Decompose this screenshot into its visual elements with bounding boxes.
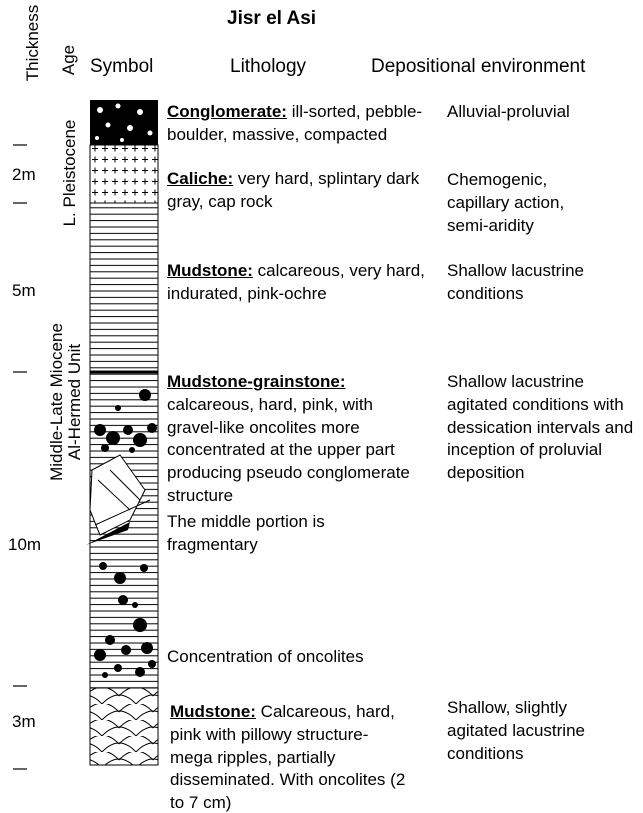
- column: [86, 100, 158, 765]
- environment: Chemogenic, capillary action, semi-aridi…: [447, 169, 607, 237]
- header-lithology: Lithology: [230, 56, 306, 79]
- thickness-ticks: [13, 145, 27, 769]
- unit-name: Caliche:: [167, 169, 233, 188]
- lithology: Mudstone-grainstone:calcareous, hard, pi…: [167, 371, 427, 508]
- environment: Alluvial-proluvial: [447, 101, 637, 124]
- lithology: Mudstone: Calcareous, hard, pink with pi…: [170, 701, 410, 813]
- note: The middle portion is fragmentary: [167, 511, 377, 557]
- age-label: Middle-Late Miocene: [47, 317, 67, 487]
- environment: Shallow lacustrine conditions: [447, 260, 627, 306]
- header-symbol: Symbol: [90, 56, 153, 79]
- environment: Shallow lacustrine agitated conditions w…: [447, 371, 642, 485]
- unit-name: Mudstone:: [170, 702, 256, 721]
- title: Jisr el Asi: [227, 8, 316, 31]
- note: Concentration of oncolites: [167, 646, 437, 669]
- lithology: Conglomerate: ill-sorted, pebble-boulder…: [167, 101, 442, 147]
- age-label: Al-Hermed Unit: [65, 322, 85, 482]
- thickness-label: 2m: [12, 164, 36, 187]
- unit-description: calcareous, hard, pink, with gravel-like…: [167, 394, 427, 508]
- thickness-label: 5m: [12, 280, 36, 303]
- unit-name: Conglomerate:: [167, 102, 287, 121]
- thickness-label: 3m: [12, 711, 36, 734]
- thickness-label: 10m: [8, 534, 41, 557]
- unit-name: Mudstone:: [167, 261, 253, 280]
- header-environment: Depositional environment: [371, 56, 585, 79]
- lithology: Caliche: very hard, splintary dark gray,…: [167, 168, 442, 214]
- unit-name: Mudstone-grainstone:: [167, 371, 427, 394]
- environment: Shallow, slightly agitated lacustrine co…: [447, 697, 607, 765]
- header-thickness: Thickness: [23, 0, 43, 88]
- stratigraphic-column: Jisr el Asi Thickness Age Symbol Litholo…: [0, 0, 643, 813]
- lithology: Mudstone: calcareous, very hard, indurat…: [167, 260, 442, 306]
- age-label: L. Pleistocene: [60, 113, 80, 233]
- header-age: Age: [59, 35, 79, 85]
